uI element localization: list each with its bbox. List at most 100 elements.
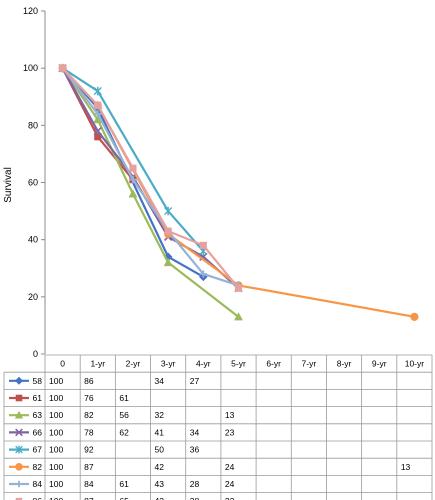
point-marker (164, 227, 172, 235)
table-cell-value: 92 (84, 445, 94, 455)
table-cell-value: 42 (155, 462, 165, 472)
table-cell-value: 100 (49, 410, 63, 420)
table-cell-value: 100 (49, 445, 63, 455)
series-line-67 (61, 67, 205, 252)
point-marker (129, 176, 137, 184)
series-line-86 (61, 67, 240, 289)
table-cell-value: 100 (49, 479, 63, 489)
table-cell-value: 43 (155, 496, 165, 500)
legend-label: 86 (33, 496, 43, 500)
point-marker (94, 101, 102, 109)
table-cell-value: 23 (225, 427, 235, 437)
table-cell-value: 100 (49, 427, 63, 437)
table-cell-value: 38 (190, 496, 200, 500)
legend-key-63 (9, 410, 29, 419)
legend-key-86 (15, 497, 23, 500)
table-cell-value: 34 (190, 427, 200, 437)
table-cell-value: 100 (49, 462, 63, 472)
point-marker (128, 189, 138, 198)
point-marker (15, 445, 23, 454)
point-marker (163, 257, 173, 267)
table-cell-value: 61 (119, 479, 129, 489)
point-marker (234, 284, 243, 292)
point-marker (15, 428, 23, 437)
legend-label: 67 (33, 445, 43, 455)
x-tick-label: 2-yr (126, 359, 141, 369)
point-marker (15, 480, 23, 488)
x-tick-label: 3-yr (161, 359, 176, 369)
point-marker (15, 497, 23, 500)
y-tick-label: 80 (28, 120, 38, 130)
table-cell-value: 61 (119, 393, 129, 403)
table-cell-value: 84 (84, 479, 94, 489)
x-tick-label: 5-yr (231, 359, 246, 369)
legend-key-61 (9, 394, 29, 402)
series-86 (59, 64, 243, 292)
table-cell-value: 13 (225, 410, 235, 420)
point-marker (129, 164, 137, 172)
y-tick-label: 20 (28, 292, 38, 302)
point-marker (15, 394, 23, 402)
point-marker (199, 270, 207, 278)
table-cell-value: 43 (155, 479, 165, 489)
point-marker (93, 86, 102, 96)
table-cell-value: 23 (225, 496, 235, 500)
series-line-84 (61, 67, 239, 287)
legend-label: 58 (33, 376, 43, 386)
table-cell-value: 27 (190, 376, 200, 386)
table-cell-value: 78 (84, 427, 94, 437)
table-cell-value: 34 (155, 376, 165, 386)
point-marker (15, 463, 23, 471)
table-cell-value: 56 (119, 410, 129, 420)
table-cell-value: 24 (225, 462, 235, 472)
x-tick-label: 6-yr (266, 359, 281, 369)
table-cell-value: 86 (84, 376, 94, 386)
table-cell-value: 13 (401, 462, 411, 472)
table-cell-value: 76 (84, 393, 94, 403)
legend-label: 66 (33, 427, 43, 437)
data-table: 0 1-yr 2-yr 3-yr 4-yr 5-yr 6-yr 7-yr 8-yr 9-yr 10-… (3, 354, 433, 500)
point-marker (94, 110, 102, 118)
y-tick-label: 120 (23, 6, 38, 16)
table-cell-value: 41 (155, 427, 165, 437)
x-tick-label: 1-yr (90, 359, 105, 369)
series-84 (58, 64, 243, 289)
y-tick-label: 60 (28, 178, 38, 188)
legend-key-82 (9, 463, 29, 471)
y-tick-label: 0 (33, 349, 38, 359)
legend-key-58 (9, 376, 29, 385)
point-marker (164, 206, 173, 216)
table-cell-value: 24 (225, 479, 235, 489)
table-cell-value: 32 (155, 410, 165, 420)
table-cell-value: 62 (119, 427, 129, 437)
table-cell-value: 82 (84, 410, 94, 420)
x-tick-label: 0 (60, 359, 65, 369)
table-cell-value: 50 (155, 445, 165, 455)
series-group (58, 63, 419, 321)
point-marker (59, 64, 67, 72)
table-cell-value: 36 (190, 445, 200, 455)
point-marker (234, 312, 243, 321)
legend-label: 82 (33, 462, 43, 472)
y-tick-label: 100 (23, 63, 38, 73)
table-cell-value: 100 (49, 496, 63, 500)
point-marker (199, 241, 207, 249)
x-tick-label: 4-yr (196, 359, 211, 369)
x-tick-label: 7-yr (302, 359, 317, 369)
y-axis-label: Survival (3, 167, 14, 203)
table-cell-value: 65 (119, 496, 129, 500)
series-line-63 (61, 67, 240, 318)
axes: 0 20 40 60 80 100 120 (23, 6, 46, 359)
legend-label: 63 (33, 410, 43, 420)
table-cell-value: 87 (84, 496, 94, 500)
point-marker (93, 126, 102, 136)
table-cell-value: 28 (190, 479, 200, 489)
legend-key-67 (9, 445, 29, 454)
series-line-82 (61, 67, 415, 318)
table-cell-value: 87 (84, 462, 94, 472)
legend-key-84 (9, 480, 29, 488)
series-63 (58, 63, 243, 321)
x-tick-label: 10-yr (405, 359, 425, 369)
legend-label: 84 (33, 479, 43, 489)
point-marker (14, 376, 24, 385)
